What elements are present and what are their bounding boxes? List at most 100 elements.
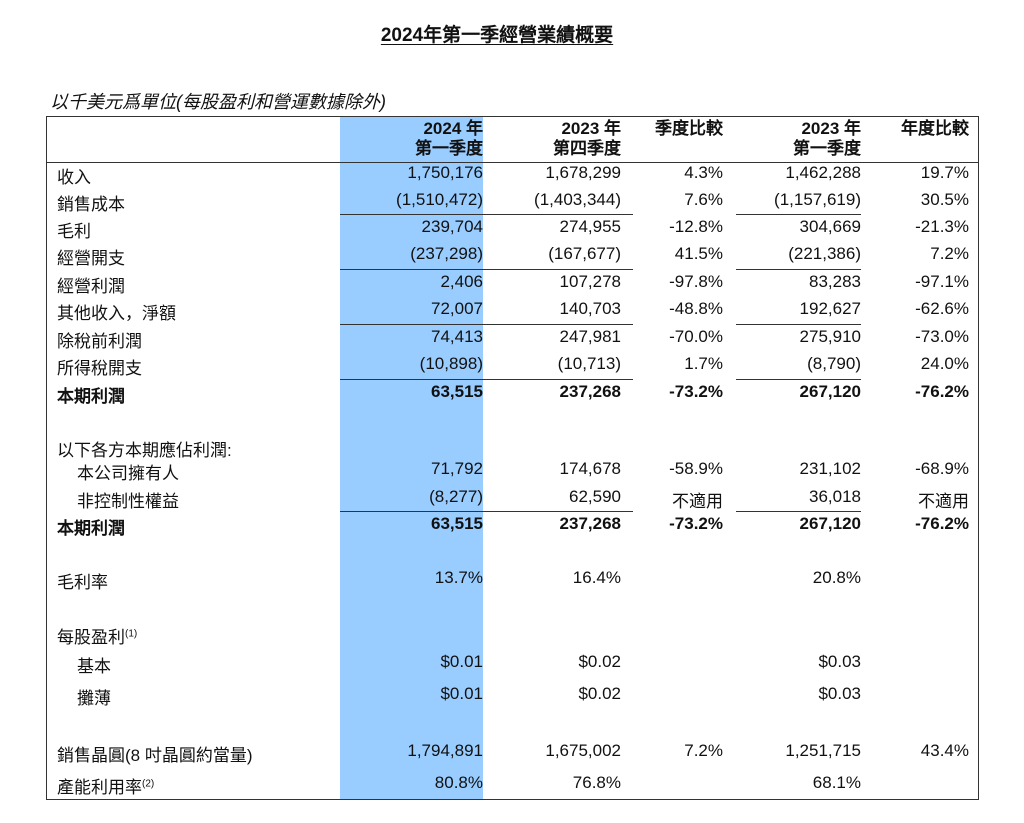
row-label: 非控制性權益 <box>77 487 179 512</box>
cell-value: -68.9% <box>915 459 969 478</box>
cell-value: (10,713) <box>557 354 621 373</box>
cell-value: (8,790) <box>807 354 861 373</box>
cell-value: 247,981 <box>559 327 621 346</box>
row-label-text: 基本 <box>77 657 111 676</box>
cell-value: -76.2% <box>915 382 969 401</box>
cell-value: $0.03 <box>818 652 861 671</box>
row-label-text: 非控制性權益 <box>77 492 179 511</box>
cell-value: $0.02 <box>578 652 621 671</box>
row-label: 其他收入，淨額 <box>57 299 176 324</box>
row-label: 所得稅開支 <box>57 354 142 379</box>
row-label: 攤薄 <box>77 684 111 709</box>
row-label-text: 攤薄 <box>77 689 111 708</box>
column-header-line2: 第一季度 <box>415 139 483 158</box>
table-row: 毛利 239,704 274,955 -12.8% 304,669 -21.3% <box>47 214 978 243</box>
cell-value: 107,278 <box>559 272 621 291</box>
column-header-line2: 第四季度 <box>553 139 621 158</box>
row-label: 經營利潤 <box>57 272 125 297</box>
row-label-text: 本期利潤 <box>57 519 125 538</box>
table-row: 其他收入，淨額 72,007 140,703 -48.8% 192,627 -62.6% <box>47 299 978 325</box>
cell-value: -21.3% <box>915 217 969 236</box>
cell-value: 1,462,288 <box>785 163 861 182</box>
table-row: 每股盈利(1) <box>47 623 978 649</box>
column-header-line2: 第一季度 <box>793 139 861 158</box>
cell-value: (1,510,472) <box>396 190 483 209</box>
sum-underline <box>340 379 633 380</box>
cell-value: -97.1% <box>915 272 969 291</box>
sum-underline <box>736 511 861 512</box>
cell-value: 2,406 <box>440 272 483 291</box>
row-label: 本公司擁有人 <box>77 459 179 484</box>
current-quarter-highlight <box>340 117 483 799</box>
cell-value: -73.2% <box>669 382 723 401</box>
cell-value: 72,007 <box>431 299 483 318</box>
cell-value: 4.3% <box>684 163 723 182</box>
sum-underline <box>736 214 861 215</box>
table-row: 經營利潤 2,406 107,278 -97.8% 83,283 -97.1% <box>47 269 978 298</box>
cell-value: 13.7% <box>434 568 483 587</box>
row-label: 本期利潤 <box>57 382 125 407</box>
sum-underline <box>736 324 861 325</box>
cell-value: 239,704 <box>421 217 483 236</box>
cell-value: 237,268 <box>559 514 621 533</box>
cell-value: 7.2% <box>684 741 723 760</box>
row-label: 以下各方本期應佔利潤: <box>57 436 232 461</box>
row-label-text: 除稅前利潤 <box>57 332 142 351</box>
row-label-text: 產能利用率 <box>57 778 142 797</box>
table-row: 非控制性權益 (8,277) 62,590 不適用 36,018 不適用 <box>47 487 978 513</box>
column-header-line1: 2023 年 <box>561 119 621 138</box>
cell-value: $0.02 <box>578 684 621 703</box>
row-label: 基本 <box>77 652 111 677</box>
cell-value: (237,298) <box>410 244 483 263</box>
row-label-text: 收入 <box>57 168 91 187</box>
row-label: 收入 <box>57 163 91 188</box>
table-row: 基本 $0.01 $0.02 $0.03 <box>47 652 978 678</box>
column-header: 2023 年第一季度 <box>721 119 861 159</box>
row-label-text: 毛利率 <box>57 573 108 592</box>
cell-value: 76.8% <box>572 773 621 792</box>
cell-value: 7.6% <box>684 190 723 209</box>
cell-value: 1,675,002 <box>545 741 621 760</box>
column-header-line1: 季度比較 <box>655 119 723 138</box>
column-header: 2023 年第四季度 <box>481 119 621 159</box>
cell-value: 71,792 <box>431 459 483 478</box>
cell-value: 140,703 <box>559 299 621 318</box>
cell-value: (10,898) <box>419 354 483 373</box>
row-label-text: 本期利潤 <box>57 387 125 406</box>
cell-value: 1.7% <box>684 354 723 373</box>
cell-value: 7.2% <box>930 244 969 263</box>
cell-value: 不適用 <box>672 492 723 511</box>
table-row: 攤薄 $0.01 $0.02 $0.03 <box>47 684 978 710</box>
cell-value: 231,102 <box>799 459 861 478</box>
row-label: 每股盈利(1) <box>57 623 137 648</box>
sum-underline <box>340 324 633 325</box>
cell-value: 20.8% <box>812 568 861 587</box>
table-row: 收入 1,750,176 1,678,299 4.3% 1,462,288 19.7% <box>47 163 978 189</box>
column-header: 2024 年第一季度 <box>343 119 483 159</box>
cell-value: -12.8% <box>669 217 723 236</box>
row-label-text: 經營開支 <box>57 249 125 268</box>
cell-value: $0.01 <box>440 684 483 703</box>
cell-value: 192,627 <box>799 299 861 318</box>
column-header-line1: 2024 年 <box>423 119 483 138</box>
cell-value: 1,794,891 <box>407 741 483 760</box>
table-row: 本期利潤 63,515 237,268 -73.2% 267,120 -76.2% <box>47 511 978 540</box>
table-row: 本公司擁有人 71,792 174,678 -58.9% 231,102 -68.9% <box>47 459 978 485</box>
cell-value: $0.01 <box>440 652 483 671</box>
footnote-marker: (2) <box>142 778 155 790</box>
cell-value: 1,678,299 <box>545 163 621 182</box>
row-label: 銷售晶圓(8 吋晶圓約當量) <box>57 741 253 766</box>
cell-value: 274,955 <box>559 217 621 236</box>
cell-value: -58.9% <box>669 459 723 478</box>
row-label: 產能利用率(2) <box>57 773 154 798</box>
cell-value: 83,283 <box>809 272 861 291</box>
page-title: 2024年第一季經營業績概要 <box>0 20 994 47</box>
cell-value: 174,678 <box>559 459 621 478</box>
cell-value: 43.4% <box>920 741 969 760</box>
table-row: 產能利用率(2) 80.8% 76.8% 68.1% <box>47 773 978 799</box>
cell-value: 275,910 <box>799 327 861 346</box>
sum-underline <box>736 379 861 380</box>
row-label-text: 銷售成本 <box>57 195 125 214</box>
cell-value: 36,018 <box>809 487 861 506</box>
cell-value: 62,590 <box>569 487 621 506</box>
